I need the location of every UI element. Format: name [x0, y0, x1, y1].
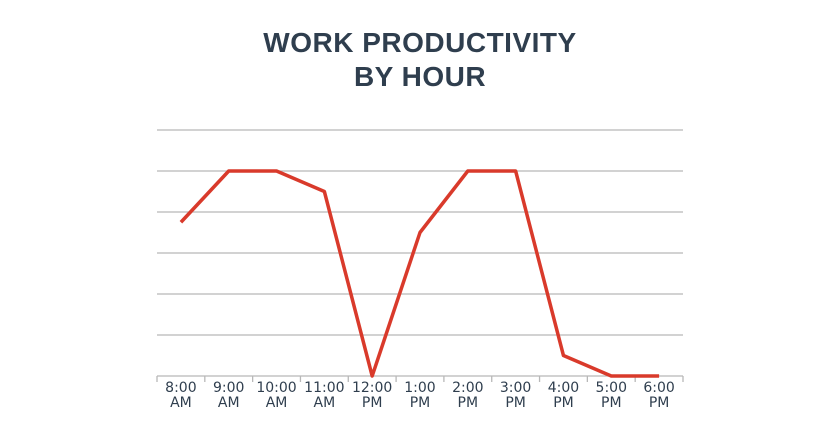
chart-title: WORK PRODUCTIVITY BY HOUR	[263, 27, 577, 92]
x-tick-label: 8:00 AM	[165, 380, 197, 411]
x-tick-label: 2:00 PM	[452, 380, 484, 411]
data-line	[179, 169, 660, 378]
x-tick-label: 9:00 AM	[212, 380, 245, 411]
x-tick-label: 6:00 PM	[643, 380, 675, 411]
x-tick-label: 3:00 PM	[499, 380, 532, 411]
x-tick-label: 12:00 PM	[351, 380, 393, 411]
x-tick-label: 5:00 PM	[595, 380, 627, 411]
x-tick-label: 10:00 AM	[256, 380, 297, 411]
title-wrap: WORK PRODUCTIVITY BY HOUR	[0, 26, 840, 94]
x-tick-label: 4:00 PM	[547, 380, 580, 411]
x-tick-label: 1:00 PM	[404, 380, 436, 411]
x-tick-label: 11:00 AM	[304, 380, 345, 411]
